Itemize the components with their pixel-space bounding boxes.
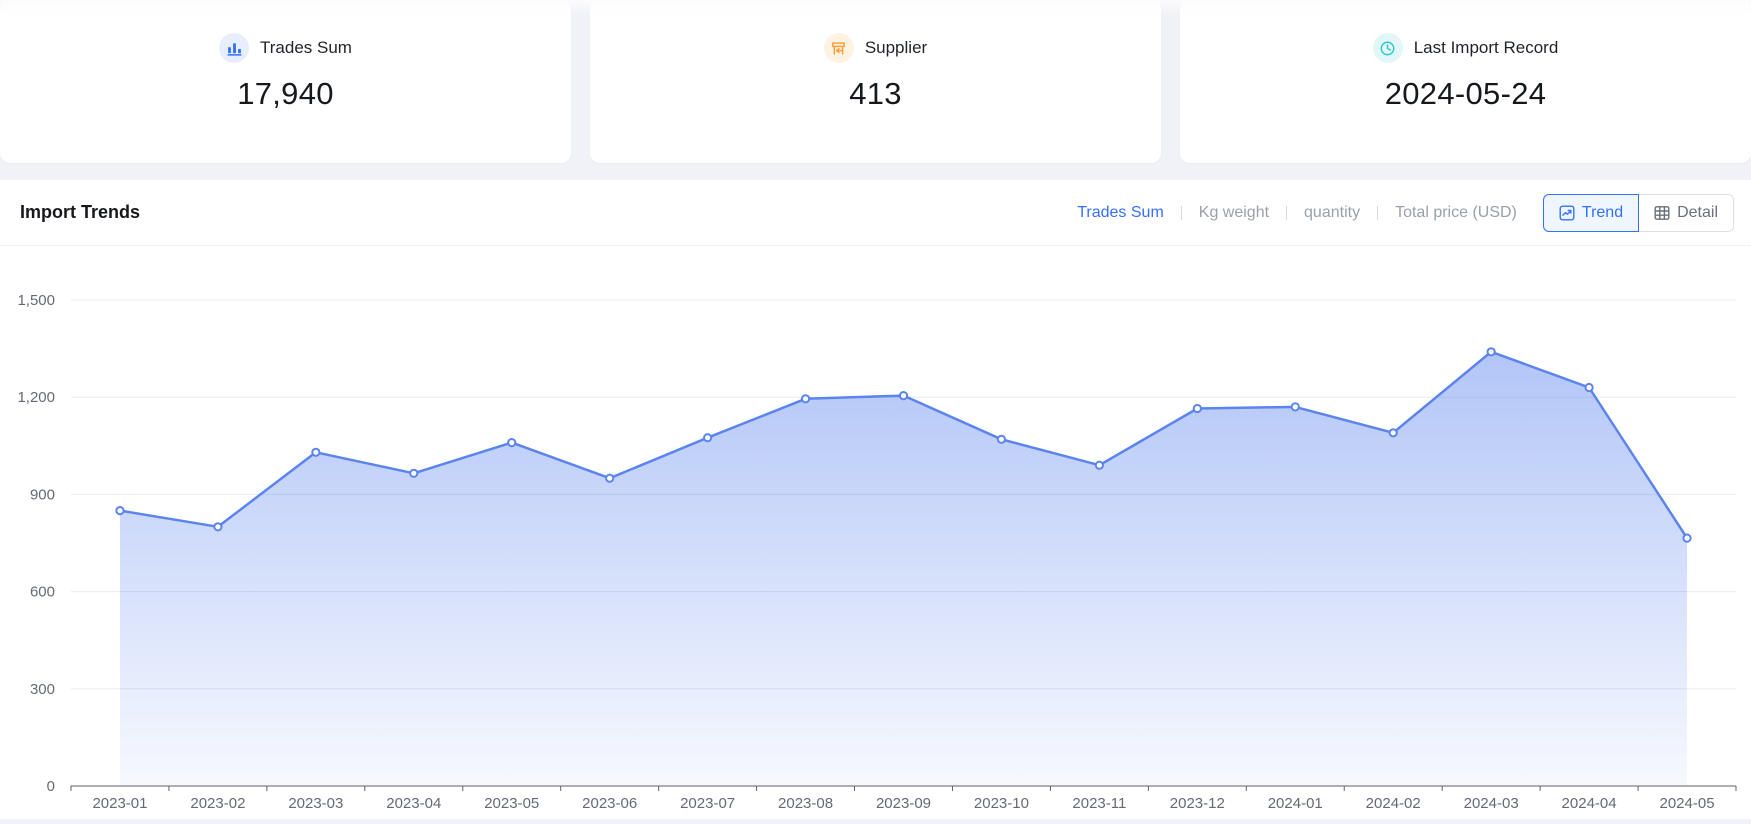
y-axis-label: 0 — [47, 778, 55, 795]
x-axis-label: 2023-09 — [876, 795, 931, 812]
stat-card-header: Supplier — [823, 33, 928, 63]
stat-card-header: Last Import Record — [1372, 33, 1559, 63]
trend-view-button[interactable]: Trend — [1542, 193, 1640, 232]
data-point-marker[interactable] — [800, 394, 811, 404]
x-axis-label: 2023-08 — [778, 795, 833, 812]
data-point-marker[interactable] — [409, 468, 419, 478]
data-point-marker[interactable] — [898, 391, 909, 401]
area-fill — [119, 351, 1688, 786]
data-point-marker[interactable] — [213, 522, 223, 532]
stat-value: 2024-05-24 — [1384, 76, 1547, 111]
trend-chart-icon — [1559, 205, 1575, 221]
x-axis-label: 2023-04 — [386, 795, 441, 812]
data-point-marker[interactable] — [1290, 402, 1300, 412]
x-axis-label: 2024-01 — [1268, 795, 1323, 812]
y-axis-label: 900 — [30, 486, 55, 503]
stat-card-header: Trades Sum — [219, 33, 352, 63]
clock-icon — [1372, 33, 1403, 63]
metric-tabs: Trades Sum Kg weight quantity Total pric… — [1077, 204, 1517, 222]
data-point-marker[interactable] — [1192, 403, 1202, 414]
tab-separator — [1286, 205, 1288, 220]
x-axis-label: 2023-07 — [680, 795, 735, 812]
data-point-marker[interactable] — [1486, 347, 1496, 357]
x-axis-label: 2023-03 — [288, 795, 343, 812]
x-axis-label: 2024-05 — [1659, 795, 1714, 812]
data-point-marker[interactable] — [115, 506, 125, 516]
y-axis-label: 300 — [30, 681, 55, 698]
detail-view-button[interactable]: Detail — [1638, 193, 1734, 232]
data-point-marker[interactable] — [507, 438, 517, 448]
tab-total-price[interactable]: Total price (USD) — [1395, 203, 1517, 221]
stat-label: Last Import Record — [1413, 38, 1559, 57]
x-axis-label: 2023-11 — [1072, 795, 1126, 812]
data-point-marker[interactable] — [311, 447, 321, 457]
detail-view-label: Detail — [1677, 203, 1718, 221]
trend-view-label: Trend — [1581, 203, 1624, 221]
stat-label: Supplier — [864, 38, 928, 57]
table-grid-icon — [1654, 205, 1670, 221]
chart-area: 0 300 600 900 1,200 1,500 2023-01 2023-02 2023-0… — [0, 246, 1751, 819]
x-axis-label: 2023-12 — [1170, 795, 1225, 812]
panel-header: Import Trends Trades Sum Kg weight quant… — [0, 180, 1751, 245]
x-axis-label: 2024-04 — [1562, 795, 1617, 812]
stat-label: Trades Sum — [260, 38, 352, 57]
x-axis-label: 2023-05 — [484, 795, 539, 812]
view-switch: Trend Detail — [1542, 193, 1734, 232]
data-point-marker[interactable] — [996, 434, 1007, 444]
data-point-marker[interactable] — [1682, 533, 1692, 543]
data-point-marker[interactable] — [703, 433, 713, 443]
page-title: Import Trends — [20, 202, 141, 222]
tab-quantity[interactable]: quantity — [1304, 203, 1361, 221]
x-axis-label: 2023-02 — [190, 795, 245, 812]
data-point-marker[interactable] — [1388, 428, 1398, 438]
tab-separator — [1377, 205, 1379, 220]
x-axis-label: 2024-02 — [1366, 795, 1421, 812]
tab-kg-weight[interactable]: Kg weight — [1198, 203, 1270, 221]
y-axis-label: 600 — [30, 584, 55, 601]
stat-cards-row: Trades Sum 17,940 Supplier 413 — [0, 0, 1751, 163]
y-axis-label: 1,500 — [17, 292, 55, 309]
trend-chart[interactable]: 0 300 600 900 1,200 1,500 2023-01 2023-02 2023-0… — [0, 246, 1751, 819]
header-divider — [0, 245, 1751, 246]
tab-trades-sum[interactable]: Trades Sum — [1077, 203, 1164, 221]
stat-card-trades-sum: Trades Sum 17,940 — [0, 0, 571, 163]
bar-chart-icon — [219, 33, 250, 63]
import-trends-panel: Import Trends Trades Sum Kg weight quant… — [0, 180, 1751, 819]
y-axis-label: 1,200 — [17, 389, 55, 406]
data-point-marker[interactable] — [1584, 382, 1594, 393]
x-axis-label: 2023-06 — [582, 795, 637, 812]
stat-value: 413 — [849, 76, 902, 111]
x-axis-label: 2024-03 — [1464, 795, 1519, 812]
stat-value: 17,940 — [237, 76, 334, 111]
stat-card-last-import: Last Import Record 2024-05-24 — [1180, 0, 1751, 163]
tab-separator — [1180, 205, 1182, 220]
supplier-stall-icon — [823, 33, 854, 63]
stat-card-supplier: Supplier 413 — [590, 0, 1161, 163]
data-point-marker[interactable] — [605, 473, 615, 483]
data-point-marker[interactable] — [1094, 460, 1104, 470]
x-axis-label: 2023-01 — [92, 795, 147, 812]
x-axis-label: 2023-10 — [974, 795, 1029, 812]
